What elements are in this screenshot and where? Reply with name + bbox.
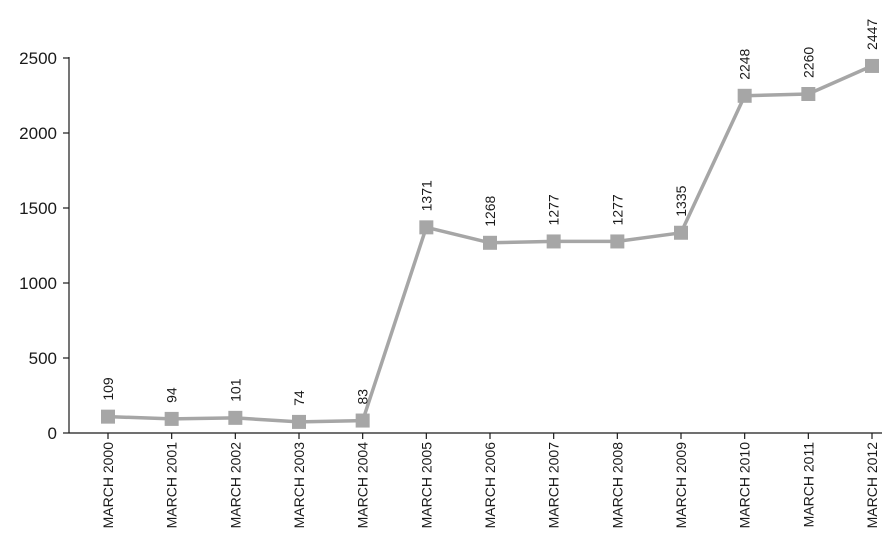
data-label: 2447 — [864, 19, 880, 50]
data-label: 1371 — [418, 180, 434, 211]
x-tick-label: MARCH 2009 — [673, 442, 689, 529]
data-label: 1335 — [673, 185, 689, 216]
data-label: 83 — [355, 389, 371, 405]
data-point-marker — [101, 409, 115, 424]
x-tick-label: MARCH 2012 — [864, 442, 880, 529]
data-label: 1268 — [482, 195, 498, 226]
y-tick-label: 1500 — [19, 199, 57, 218]
y-tick-label: 500 — [29, 349, 57, 368]
data-point-marker — [419, 220, 434, 235]
series: 109 94 101 74 83 1371 1268 1277 1277 1335 2248 2260… — [100, 19, 880, 429]
x-tick-label: MARCH 2004 — [355, 442, 371, 529]
data-label: 109 — [100, 377, 116, 401]
x-axis: MARCH 2000 MARCH 2001 MARCH 2002 MARCH 2003… — [69, 432, 882, 529]
x-tick-label: MARCH 2008 — [609, 442, 625, 529]
data-label: 74 — [291, 390, 307, 406]
data-point-marker — [355, 413, 370, 428]
x-tick-label: MARCH 2005 — [418, 442, 434, 529]
y-axis: 0 500 1000 1500 2000 2500 — [19, 49, 70, 443]
data-point-marker — [674, 225, 688, 240]
data-label: 1277 — [546, 194, 562, 225]
x-tick-label: MARCH 2003 — [291, 442, 307, 529]
x-tick-label: MARCH 2000 — [100, 442, 116, 529]
y-tick-label: 1000 — [19, 274, 57, 293]
x-tick-label: MARCH 2007 — [546, 442, 562, 529]
data-point-marker — [801, 87, 816, 101]
data-point-marker — [546, 234, 561, 249]
data-point-marker — [164, 411, 179, 426]
y-tick-label: 2000 — [19, 124, 57, 143]
data-label: 2248 — [737, 48, 753, 79]
x-tick-label: MARCH 2011 — [800, 442, 816, 528]
data-label: 101 — [227, 378, 243, 402]
data-point-marker — [228, 410, 243, 425]
data-point-marker — [292, 414, 306, 429]
x-tick-label: MARCH 2001 — [164, 442, 180, 529]
x-tick-label: MARCH 2006 — [482, 442, 498, 529]
data-point-marker — [865, 58, 879, 73]
data-label: 1277 — [609, 194, 625, 225]
y-tick-label: 2500 — [19, 49, 57, 68]
data-point-marker — [610, 234, 625, 249]
x-tick-label: MARCH 2010 — [737, 442, 753, 529]
x-tick-label: MARCH 2002 — [227, 442, 243, 529]
data-point-marker — [483, 235, 497, 250]
data-label: 94 — [164, 387, 180, 403]
data-label: 2260 — [800, 47, 816, 78]
y-tick-label: 0 — [48, 424, 57, 443]
data-point-marker — [737, 88, 752, 103]
